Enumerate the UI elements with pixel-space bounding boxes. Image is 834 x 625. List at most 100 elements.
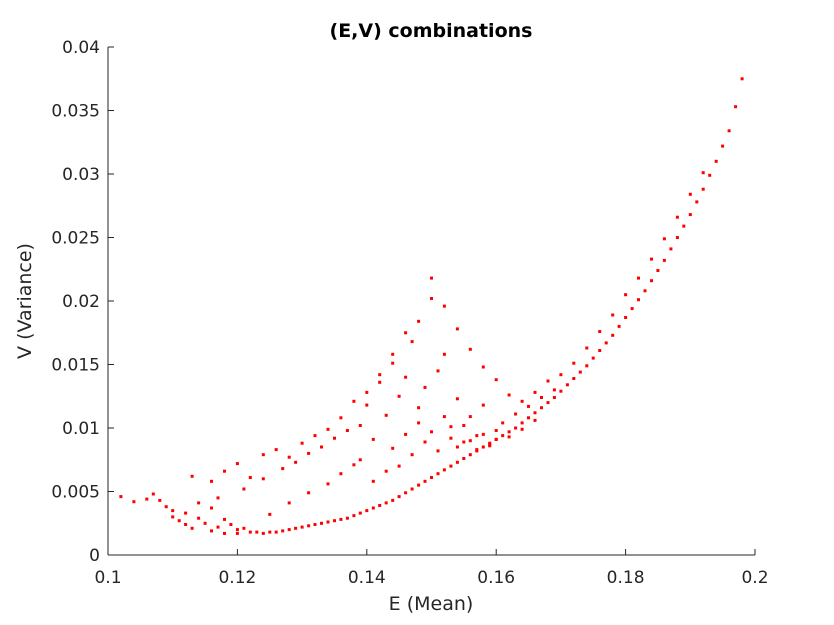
scatter-point xyxy=(404,491,408,495)
y-tick-label: 0.005 xyxy=(51,483,100,503)
scatter-point xyxy=(475,448,479,452)
scatter-point xyxy=(242,487,246,491)
scatter-point xyxy=(184,523,188,526)
x-tick-label: 0.16 xyxy=(477,568,515,588)
scatter-point xyxy=(307,491,311,495)
scatter-point xyxy=(417,406,421,410)
scatter-point xyxy=(339,472,343,476)
scatter-point xyxy=(320,521,323,525)
scatter-point xyxy=(462,440,466,444)
scatter-point xyxy=(527,404,530,408)
x-tick-label: 0.18 xyxy=(607,568,645,588)
scatter-point xyxy=(339,517,343,521)
scatter-point xyxy=(436,369,440,373)
scatter-point xyxy=(430,276,433,280)
scatter-point xyxy=(520,427,524,431)
scatter-point xyxy=(281,467,285,471)
scatter-point xyxy=(507,435,511,439)
scatter-point xyxy=(540,406,543,410)
scatter-point xyxy=(274,448,278,452)
scatter-point xyxy=(488,443,492,446)
scatter-point xyxy=(527,416,530,420)
scatter-point xyxy=(171,515,175,519)
scatter-point xyxy=(585,364,589,368)
scatter-point xyxy=(442,468,446,472)
data-points xyxy=(119,77,744,535)
scatter-point xyxy=(572,377,576,380)
scatter-point xyxy=(358,458,362,462)
scatter-point xyxy=(397,495,401,499)
scatter-point xyxy=(235,528,239,532)
scatter-point xyxy=(669,247,673,251)
scatter-point xyxy=(197,516,201,520)
scatter-point xyxy=(397,464,401,468)
scatter-point xyxy=(520,399,524,403)
scatter-point xyxy=(223,517,226,521)
scatter-point xyxy=(261,531,265,535)
scatter-point xyxy=(268,512,272,516)
scatter-point xyxy=(313,434,317,438)
scatter-point xyxy=(345,429,349,432)
scatter-point xyxy=(417,319,421,323)
scatter-point xyxy=(371,479,375,483)
scatter-point xyxy=(190,526,194,530)
scatter-point xyxy=(520,421,524,425)
scatter-point xyxy=(630,307,634,311)
x-tick-label: 0.1 xyxy=(94,568,121,588)
scatter-point xyxy=(333,519,336,523)
scatter-point xyxy=(307,451,311,455)
scatter-point xyxy=(468,347,472,351)
scatter-point xyxy=(300,441,304,445)
scatter-point xyxy=(371,506,375,510)
scatter-point xyxy=(261,477,265,481)
scatter-point xyxy=(391,352,395,356)
scatter-point xyxy=(637,276,640,280)
scatter-point xyxy=(501,421,505,425)
scatter-point xyxy=(417,483,421,487)
scatter-point xyxy=(391,498,395,502)
y-tick-label: 0 xyxy=(89,546,100,566)
scatter-point xyxy=(281,529,285,533)
scatter-point xyxy=(675,215,679,219)
scatter-point xyxy=(695,200,699,204)
chart-title: (E,V) combinations xyxy=(330,20,533,42)
scatter-point xyxy=(436,472,440,476)
scatter-point xyxy=(740,77,744,81)
y-tick-label: 0.025 xyxy=(51,229,100,249)
y-tick-label: 0.015 xyxy=(51,356,100,376)
scatter-point xyxy=(455,460,459,464)
scatter-point xyxy=(248,530,252,534)
scatter-point xyxy=(268,530,272,534)
scatter-point xyxy=(662,258,666,262)
scatter-point xyxy=(410,453,414,457)
scatter-point xyxy=(313,523,317,526)
scatter-point xyxy=(320,445,323,449)
scatter-point xyxy=(494,429,498,432)
scatter-point xyxy=(171,509,175,513)
scatter-point xyxy=(365,390,369,394)
scatter-point xyxy=(565,383,569,387)
scatter-point xyxy=(248,476,252,479)
scatter-point xyxy=(656,269,660,272)
scatter-point xyxy=(151,492,155,496)
scatter-point xyxy=(637,298,640,302)
scatter-point xyxy=(598,330,602,333)
y-axis-ticks: 0 0.005 0.01 0.015 0.02 0.025 0.03 0.035 0.04 xyxy=(51,38,114,566)
scatter-point xyxy=(255,530,259,534)
scatter-point xyxy=(643,289,647,293)
scatter-point xyxy=(197,501,201,505)
scatter-point xyxy=(507,430,511,434)
scatter-point xyxy=(326,482,330,486)
scatter-point xyxy=(235,531,239,535)
scatter-point xyxy=(611,333,615,337)
scatter-point xyxy=(662,237,666,241)
scatter-point xyxy=(216,496,220,500)
scatter-point xyxy=(177,519,181,523)
scatter-point xyxy=(533,411,537,415)
scatter-point xyxy=(391,446,395,450)
scatter-point xyxy=(624,316,628,319)
scatter-point xyxy=(442,304,446,308)
scatter-point xyxy=(333,436,336,440)
scatter-point xyxy=(533,390,537,394)
